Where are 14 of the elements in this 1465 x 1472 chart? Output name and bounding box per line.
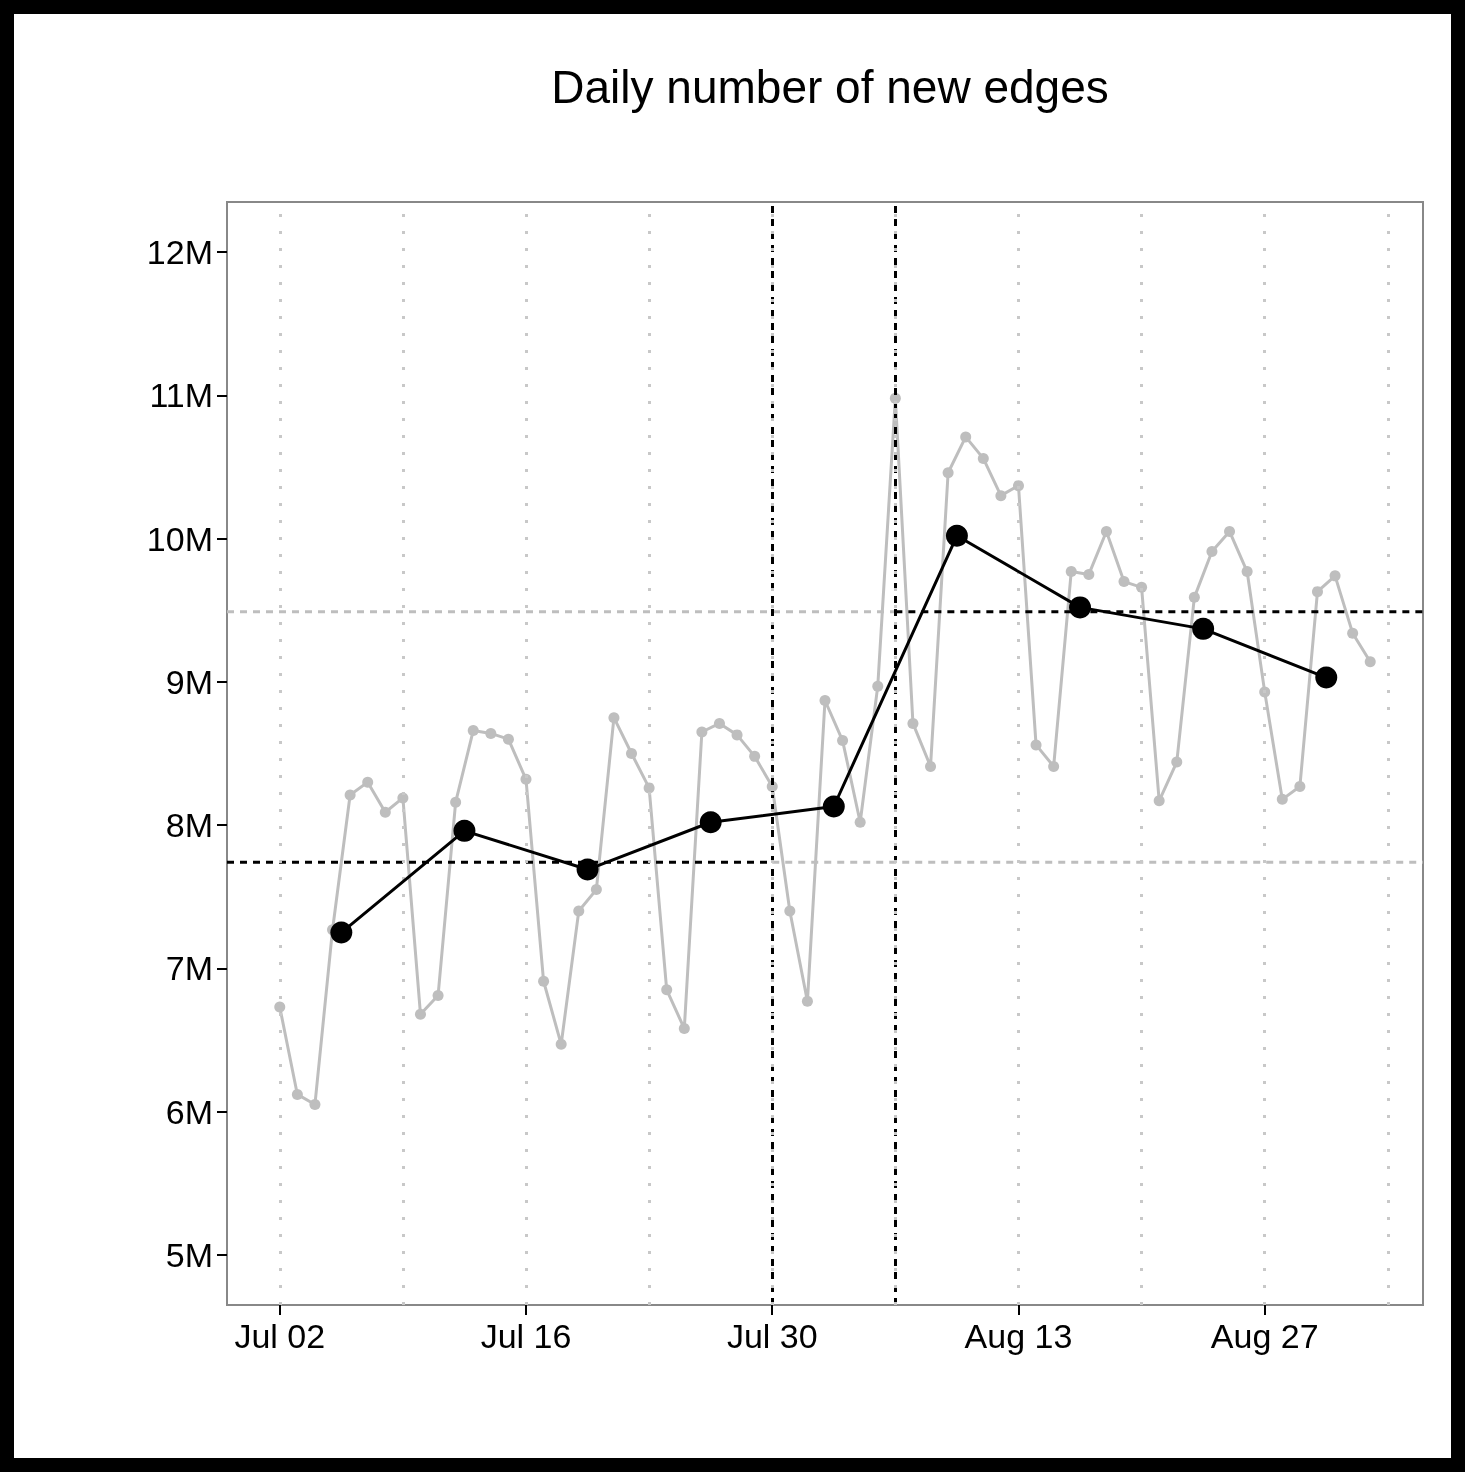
y-tick-label: 7M [165,949,213,988]
x-tick-label: Jul 16 [480,1317,572,1355]
y-tick-label: 10M [146,519,213,558]
y-tick-label: 8M [165,806,213,845]
y-tick-label: 5M [165,1235,213,1274]
x-tick-label: Jul 02 [234,1317,326,1355]
chart-title: Daily number of new edges [551,61,1109,113]
x-tick-label: Aug 13 [964,1317,1073,1355]
y-tick-label: 6M [165,1092,213,1131]
x-tick-label: Aug 27 [1210,1317,1319,1355]
y-tick-label: 11M [149,376,213,415]
x-tick-label: Jul 30 [726,1317,818,1355]
y-tick-label: 9M [165,662,213,701]
y-tick-label: 12M [146,233,213,272]
